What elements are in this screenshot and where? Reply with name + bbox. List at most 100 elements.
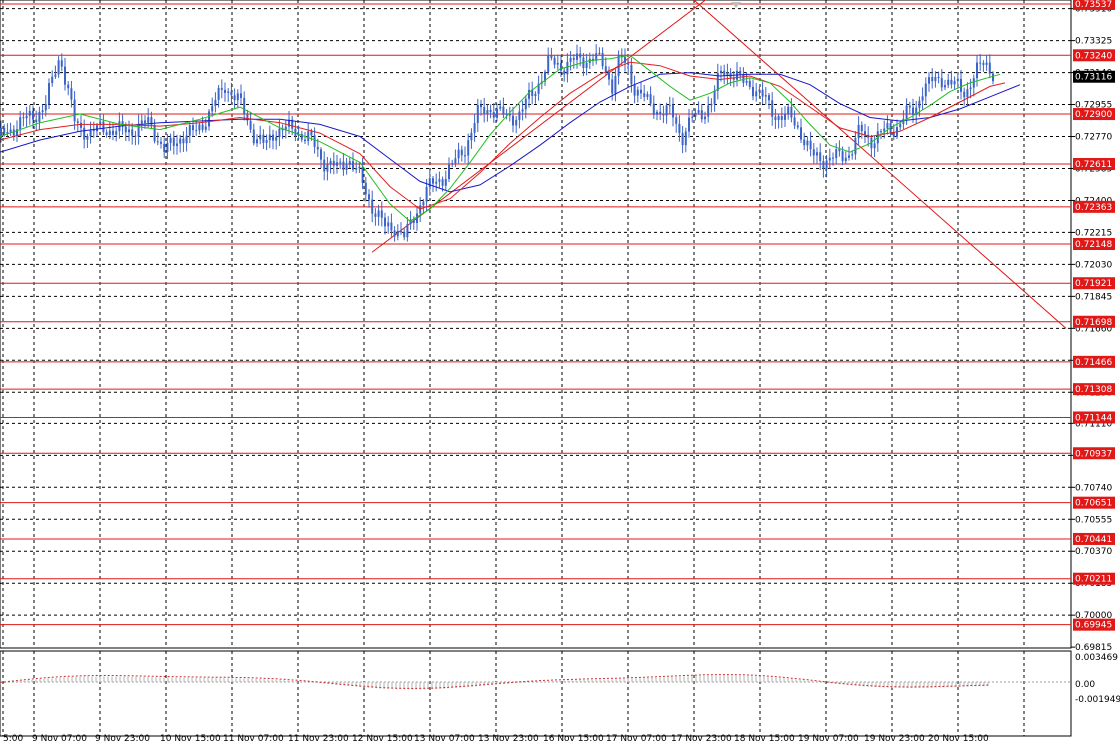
candle-body xyxy=(608,71,610,80)
candle-body xyxy=(761,89,764,97)
candle-body xyxy=(217,87,220,100)
candle-body xyxy=(9,129,12,132)
level-label: 0.70937 xyxy=(1075,449,1112,459)
candle-body xyxy=(505,113,508,115)
candle-body xyxy=(3,127,6,134)
candle-body xyxy=(112,130,114,135)
candle-body xyxy=(534,93,537,97)
horizontal-levels[interactable] xyxy=(0,3,1071,626)
level-label-box xyxy=(1073,200,1115,213)
moving-averages xyxy=(0,54,1021,222)
candle-body xyxy=(928,77,930,84)
candle-body xyxy=(969,87,972,90)
candle-body xyxy=(604,66,607,72)
candle-body xyxy=(336,162,338,166)
candle-body xyxy=(384,217,386,227)
candle-body xyxy=(361,166,364,183)
candle-body xyxy=(428,178,431,187)
candle-body xyxy=(291,119,294,129)
candle-body xyxy=(640,89,642,94)
candle-body xyxy=(771,100,774,117)
candle-body xyxy=(953,81,956,85)
candle-body xyxy=(121,121,124,127)
x-tick-label: 17 Nov 07:00 xyxy=(606,734,667,744)
candle-body xyxy=(854,138,857,155)
candle-body xyxy=(643,93,646,97)
y-tick-label: 0.72030 xyxy=(1075,260,1112,270)
candle-body xyxy=(768,95,770,101)
candle-body xyxy=(611,79,614,94)
x-tick-label: 18 Nov 15:00 xyxy=(734,734,795,744)
candle-body xyxy=(467,140,470,156)
candle-body xyxy=(25,115,28,119)
candle-body xyxy=(774,116,777,121)
candle-body xyxy=(278,128,281,138)
candle-body xyxy=(64,66,66,85)
candle-body xyxy=(678,123,681,134)
candle-body xyxy=(966,89,969,98)
y-tick-label: 0.72770 xyxy=(1075,133,1112,143)
candle-body xyxy=(380,210,383,218)
x-tick-label: 13 Nov 07:00 xyxy=(414,734,475,744)
y-tick-label: 0.70000 xyxy=(1075,611,1112,621)
candle-body xyxy=(508,113,511,116)
candle-body xyxy=(787,106,790,114)
candle-body xyxy=(105,132,108,135)
candle-body xyxy=(598,52,601,54)
candle-body xyxy=(972,78,975,88)
candle-body xyxy=(195,130,198,132)
candle-body xyxy=(316,146,319,150)
candle-body xyxy=(233,95,236,101)
candle-body xyxy=(483,107,486,115)
candle-body xyxy=(16,129,18,136)
candle-body xyxy=(323,159,326,172)
candle-body xyxy=(758,89,761,92)
candle-body xyxy=(19,117,22,130)
candle-body xyxy=(819,152,822,162)
candle-body xyxy=(800,127,802,140)
candle-body xyxy=(704,116,706,120)
candle-body xyxy=(822,161,825,169)
trend-line xyxy=(693,0,1067,329)
candle-body xyxy=(659,111,662,114)
level-label-box xyxy=(1073,447,1115,460)
candle-body xyxy=(252,129,255,144)
candle-body xyxy=(204,126,207,130)
candle-body xyxy=(454,158,457,164)
candle-body xyxy=(409,219,412,225)
candle-body xyxy=(310,131,313,136)
candle-body xyxy=(134,135,137,137)
candle-body xyxy=(320,149,322,160)
candle-body xyxy=(76,121,79,123)
candle-body xyxy=(256,139,258,144)
candle-body xyxy=(390,222,393,231)
candle-body xyxy=(803,139,806,146)
candle-body xyxy=(915,107,918,115)
candle-body xyxy=(691,116,694,118)
osc-signal-line xyxy=(0,674,989,690)
candle-body xyxy=(268,134,271,141)
candle-body xyxy=(809,140,812,150)
candle-body xyxy=(460,149,463,156)
candle-body xyxy=(524,98,527,110)
candle-body xyxy=(480,104,482,108)
candle-body xyxy=(6,131,9,134)
candle-body xyxy=(140,120,143,124)
candle-body xyxy=(739,70,742,75)
candle-body xyxy=(192,125,194,131)
level-label: 0.71308 xyxy=(1075,385,1112,395)
candle-body xyxy=(860,124,863,132)
candle-body xyxy=(342,161,345,170)
candle-body xyxy=(569,58,572,62)
candle-body xyxy=(80,122,82,128)
candle-body xyxy=(131,129,134,136)
candle-body xyxy=(755,91,758,97)
candle-body xyxy=(870,137,873,149)
candle-body xyxy=(208,111,210,127)
candle-body xyxy=(944,85,946,88)
candle-body xyxy=(396,230,399,237)
level-label-box xyxy=(1073,315,1115,328)
candle-body xyxy=(444,178,447,186)
scroll-marker-icon xyxy=(731,2,741,8)
